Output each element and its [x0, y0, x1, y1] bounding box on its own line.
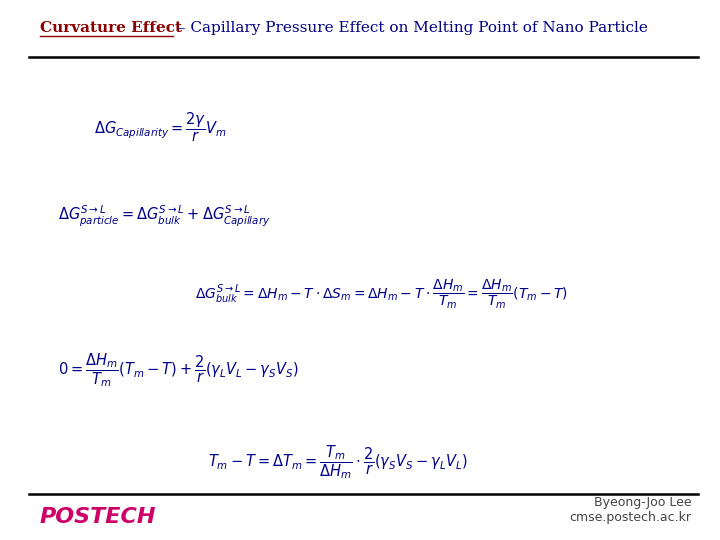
Text: $0 = \dfrac{\Delta H_m}{T_m}(T_m - T) + \dfrac{2}{r}(\gamma_L V_L - \gamma_S V_S: $0 = \dfrac{\Delta H_m}{T_m}(T_m - T) + …	[58, 351, 298, 389]
Text: Curvature Effect: Curvature Effect	[40, 21, 181, 35]
Text: $\Delta G^{S\rightarrow L}_{bulk} = \Delta H_m - T\cdot\Delta S_m = \Delta H_m -: $\Delta G^{S\rightarrow L}_{bulk} = \Del…	[195, 278, 568, 311]
Text: $\Delta G_{Capillarity} = \dfrac{2\gamma}{r}V_m$: $\Delta G_{Capillarity} = \dfrac{2\gamma…	[94, 110, 226, 144]
Text: $T_m - T = \Delta T_m = \dfrac{T_m}{\Delta H_m}\cdot\dfrac{2}{r}(\gamma_S V_S - : $T_m - T = \Delta T_m = \dfrac{T_m}{\Del…	[209, 443, 468, 481]
Text: – Capillary Pressure Effect on Melting Point of Nano Particle: – Capillary Pressure Effect on Melting P…	[173, 21, 648, 35]
Text: Byeong-Joo Lee: Byeong-Joo Lee	[593, 496, 691, 509]
Text: $\Delta G^{S\rightarrow L}_{particle} = \Delta G^{S\rightarrow L}_{bulk} + \Delt: $\Delta G^{S\rightarrow L}_{particle} = …	[58, 204, 270, 228]
Text: POSTECH: POSTECH	[40, 507, 156, 527]
Text: cmse.postech.ac.kr: cmse.postech.ac.kr	[570, 511, 691, 524]
